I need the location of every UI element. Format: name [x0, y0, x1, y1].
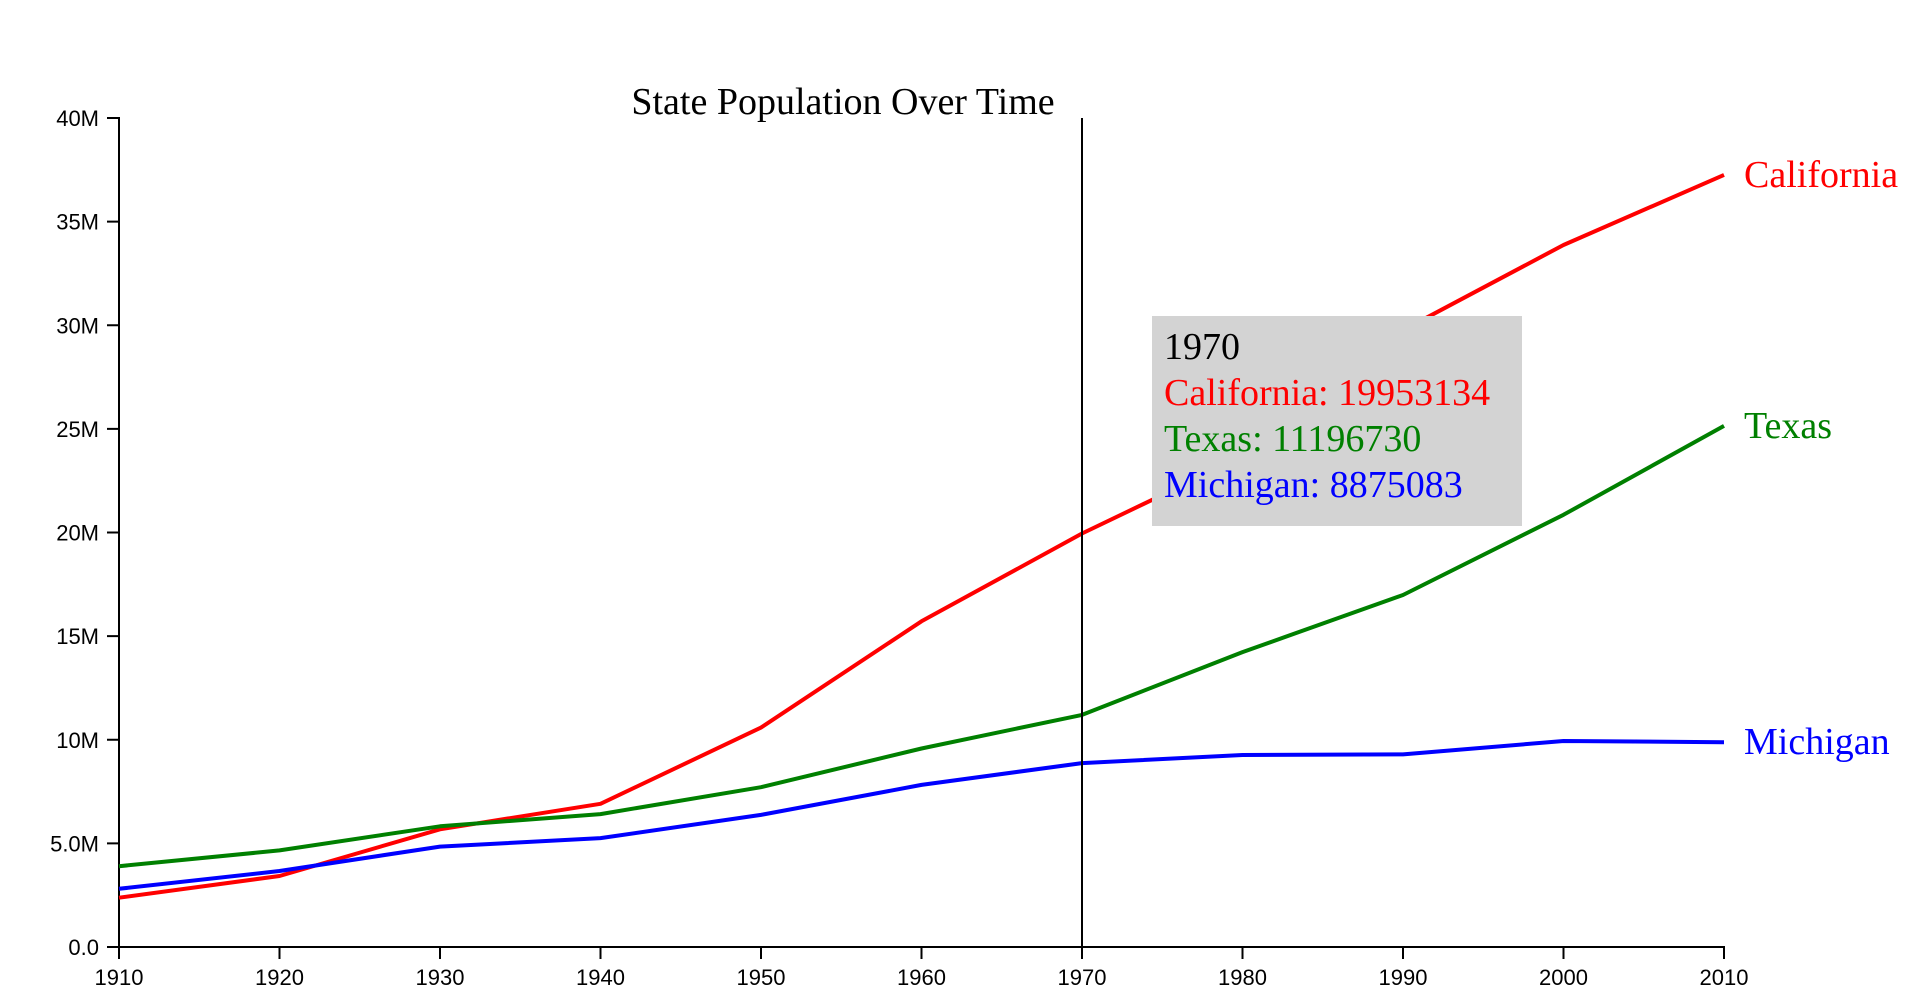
x-tick-label: 1920 — [255, 965, 304, 990]
x-tick: 1920 — [255, 947, 304, 990]
x-tick: 1910 — [95, 947, 144, 990]
y-tick-label: 20M — [56, 521, 99, 546]
x-tick: 2010 — [1700, 947, 1749, 990]
x-tick: 1940 — [576, 947, 625, 990]
y-tick-label: 35M — [56, 210, 99, 235]
series-label-michigan: Michigan — [1744, 721, 1890, 763]
x-tick-label: 2010 — [1700, 965, 1749, 990]
hover-tooltip: 1970 California: 19953134 Texas: 1119673… — [1152, 316, 1522, 526]
y-tick: 35M — [56, 210, 119, 235]
series-label-california: California — [1744, 154, 1898, 196]
y-tick: 40M — [56, 106, 119, 131]
y-tick-label: 30M — [56, 313, 99, 338]
x-tick: 1980 — [1218, 947, 1267, 990]
series-line-texas — [118, 424, 1725, 869]
y-tick: 20M — [56, 521, 119, 546]
x-tick-label: 1940 — [576, 965, 625, 990]
x-tick-label: 1960 — [897, 965, 946, 990]
x-tick: 1950 — [737, 947, 786, 990]
x-axis: 1910 1920 1930 1940 1950 1960 1970 1980 1990 2000… — [95, 946, 1749, 990]
x-tick: 1960 — [897, 947, 946, 990]
chart-title: State Population Over Time — [631, 81, 1054, 123]
series-labels: California Texas Michigan — [1744, 154, 1898, 763]
y-tick: 30M — [56, 313, 119, 338]
x-tick-label: 1970 — [1058, 965, 1107, 990]
y-tick: 25M — [56, 417, 119, 442]
y-tick: 15M — [56, 624, 119, 649]
x-tick-label: 1950 — [737, 965, 786, 990]
x-tick: 2000 — [1539, 947, 1588, 990]
series-layer — [118, 173, 1725, 900]
y-tick-label: 15M — [56, 624, 99, 649]
y-tick: 5.0M — [50, 831, 119, 856]
y-tick-label: 0.0 — [68, 935, 99, 960]
x-tick: 1970 — [1058, 947, 1107, 990]
y-tick: 0.0 — [68, 935, 119, 960]
y-tick-label: 10M — [56, 728, 99, 753]
y-tick-label: 25M — [56, 417, 99, 442]
series-label-texas: Texas — [1744, 405, 1832, 447]
x-tick-label: 1980 — [1218, 965, 1267, 990]
series-line-michigan — [118, 739, 1725, 891]
tooltip-year: 1970 — [1164, 326, 1240, 368]
y-axis: 0.0 5.0M 10M 15M 20M 25M 30M 35M 40M — [50, 106, 120, 960]
x-tick-label: 1910 — [95, 965, 144, 990]
x-tick: 1990 — [1379, 947, 1428, 990]
tooltip-texas: Texas: 11196730 — [1164, 418, 1422, 460]
x-tick-label: 2000 — [1539, 965, 1588, 990]
tooltip-california: California: 19953134 — [1164, 372, 1491, 414]
x-tick: 1930 — [416, 947, 465, 990]
x-tick-label: 1930 — [416, 965, 465, 990]
y-tick: 10M — [56, 728, 119, 753]
tooltip-michigan: Michigan: 8875083 — [1164, 464, 1463, 506]
x-tick-label: 1990 — [1379, 965, 1428, 990]
series-line-california — [118, 173, 1725, 900]
y-tick-label: 5.0M — [50, 831, 99, 856]
y-tick-label: 40M — [56, 106, 99, 131]
